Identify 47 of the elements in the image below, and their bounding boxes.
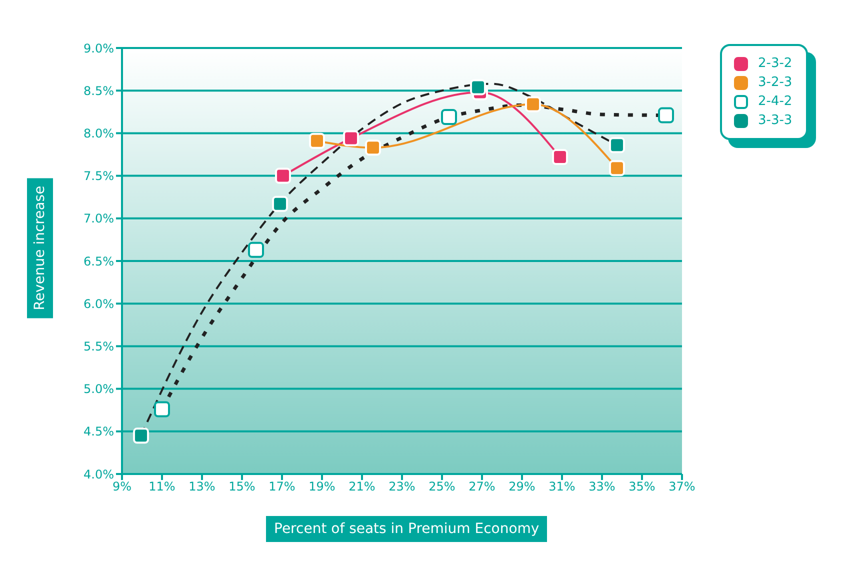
point	[552, 149, 568, 166]
point	[309, 132, 325, 149]
point	[154, 401, 170, 418]
x-tick-label: 11%	[148, 480, 176, 494]
y-tick-label: 5.0%	[84, 382, 114, 396]
point	[441, 109, 457, 126]
point	[248, 242, 264, 258]
x-tick-label: 21%	[348, 480, 376, 494]
legend-label: 2-4-2	[757, 94, 794, 109]
point	[275, 168, 291, 184]
legend-label: 2-3-2	[757, 56, 794, 71]
x-tick-label: 13%	[188, 480, 216, 494]
x-tick-label: 31%	[548, 480, 576, 494]
point	[609, 160, 625, 176]
x-tick-label: 33%	[588, 480, 616, 494]
x-tick-label: 37%	[668, 480, 696, 494]
x-tick-label: 25%	[428, 480, 456, 494]
y-tick-label: 7.5%	[84, 169, 114, 184]
point	[272, 196, 288, 212]
x-tick-label: 19%	[308, 480, 336, 494]
point	[343, 130, 359, 146]
y-axis-title: Revenue increase	[27, 178, 53, 318]
x-tick-label: 15%	[228, 480, 256, 494]
y-tick-label: 6.5%	[84, 254, 114, 268]
x-axis-title: Percent of seats in Premium Economy	[266, 516, 548, 542]
point	[365, 140, 381, 156]
point	[609, 137, 625, 154]
point	[133, 428, 149, 444]
y-tick-label: 8.5%	[84, 84, 114, 98]
x-tick-label: 35%	[628, 480, 656, 494]
y-tick-label: 7.0%	[84, 212, 114, 226]
y-tick-label: 8.0%	[84, 126, 114, 140]
x-tick-label: 9%	[112, 480, 132, 494]
y-tick-label: 4.5%	[84, 424, 114, 439]
point	[525, 96, 541, 112]
x-tick-label: 23%	[388, 480, 416, 494]
x-tick-label: 17%	[268, 480, 296, 494]
legend-label: 3-2-3	[757, 75, 794, 90]
y-tick-label: 9.0%	[84, 41, 114, 56]
x-tick-label: 27%	[468, 480, 496, 494]
point	[470, 79, 486, 96]
legend-label: 3-3-3	[757, 113, 794, 128]
y-tick-label: 4.0%	[84, 467, 114, 482]
point	[658, 107, 674, 124]
x-tick-label: 29%	[508, 480, 536, 494]
y-tick-label: 6.0%	[84, 296, 114, 311]
y-tick-label: 5.5%	[84, 339, 114, 354]
